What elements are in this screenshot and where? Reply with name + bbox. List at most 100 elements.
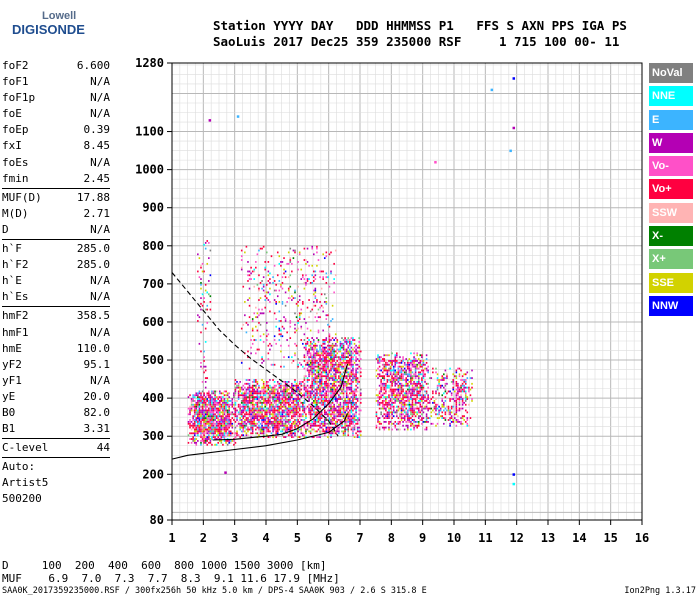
- echo-point: [211, 430, 213, 433]
- echo-point: [325, 413, 328, 416]
- echo-point: [439, 384, 442, 387]
- echo-point: [421, 380, 423, 383]
- param-row: foE N/A: [2, 106, 110, 122]
- echo-point: [314, 420, 317, 423]
- echo-point: [327, 388, 329, 391]
- echo-point: [208, 422, 210, 425]
- echo-point: [317, 369, 320, 372]
- echo-point: [325, 382, 328, 385]
- echo-point: [356, 380, 359, 383]
- echo-point: [297, 301, 299, 303]
- echo-point: [320, 380, 323, 383]
- echo-point: [419, 394, 422, 397]
- echo-point: [320, 373, 323, 376]
- echo-point: [208, 390, 210, 393]
- echo-point: [413, 352, 415, 355]
- echo-point: [220, 434, 223, 437]
- echo-point: [355, 371, 357, 374]
- echo-point: [396, 352, 398, 355]
- echo-point: [461, 422, 464, 425]
- echo-point: [284, 420, 287, 423]
- echo-point: [283, 405, 285, 408]
- echo-point: [262, 245, 265, 248]
- echo-point: [417, 363, 420, 366]
- echo-point: [314, 363, 317, 366]
- echo-point: [338, 396, 340, 399]
- echo-point: [410, 375, 412, 378]
- echo-point: [432, 422, 434, 425]
- echo-point: [201, 438, 204, 440]
- echo-point: [417, 371, 420, 374]
- echo-point: [389, 360, 392, 362]
- echo-point: [333, 394, 335, 397]
- echo-point: [240, 419, 243, 421]
- echo-point: [200, 422, 202, 425]
- echo-point: [396, 375, 398, 378]
- echo-point: [316, 369, 318, 372]
- echo-point: [460, 390, 462, 393]
- echo-point: [405, 411, 407, 414]
- echo-point: [399, 388, 401, 391]
- echo-point: [414, 358, 417, 360]
- echo-point: [352, 434, 354, 437]
- echo-point: [322, 428, 324, 431]
- echo-point: [311, 375, 313, 378]
- echo-point: [381, 382, 384, 385]
- param-label: foEs: [2, 155, 29, 169]
- echo-point: [223, 432, 226, 435]
- echo-point: [347, 373, 350, 376]
- echo-point: [219, 438, 221, 440]
- echo-point: [450, 420, 453, 423]
- param-label: M(D): [2, 206, 29, 220]
- echo-point: [289, 405, 292, 408]
- echo-point: [225, 394, 227, 397]
- echo-point: [297, 390, 299, 393]
- echo-point: [391, 377, 393, 379]
- echo-point: [259, 432, 262, 435]
- echo-point: [261, 415, 263, 418]
- echo-point: [463, 380, 465, 383]
- echo-point: [383, 407, 386, 410]
- echo-point: [407, 400, 409, 402]
- echo-point: [394, 360, 397, 362]
- echo-point: [303, 405, 306, 408]
- echo-point: [416, 382, 418, 385]
- echo-point: [225, 422, 227, 425]
- echo-point: [449, 400, 451, 402]
- echo-point: [195, 432, 198, 435]
- echo-point: [281, 325, 284, 328]
- echo-point: [455, 384, 458, 387]
- echo-point: [208, 400, 210, 402]
- echo-point: [413, 358, 415, 360]
- echo-point: [461, 379, 464, 381]
- echo-point: [217, 436, 219, 439]
- echo-point: [291, 384, 293, 387]
- echo-point: [344, 350, 346, 353]
- echo-point: [385, 373, 387, 376]
- echo-point: [231, 440, 234, 442]
- echo-point: [219, 400, 221, 402]
- echo-point: [347, 352, 350, 355]
- echo-point: [328, 371, 331, 374]
- echo-point: [297, 384, 299, 387]
- echo-point: [302, 401, 304, 404]
- echo-point: [259, 415, 262, 418]
- echo-point: [294, 407, 296, 410]
- echo-point: [283, 268, 285, 271]
- echo-point: [193, 426, 196, 429]
- echo-point: [220, 424, 223, 427]
- echo-point: [212, 409, 215, 412]
- echo-point: [264, 413, 266, 416]
- echo-point: [200, 428, 202, 431]
- echo-point: [327, 377, 329, 379]
- echo-point: [317, 424, 320, 427]
- echo-point: [358, 407, 360, 410]
- echo-point: [344, 375, 346, 378]
- divider: [2, 457, 110, 459]
- echo-point: [342, 356, 345, 359]
- echo-point: [328, 419, 331, 421]
- echo-point: [375, 394, 378, 397]
- echo-point: [381, 384, 384, 387]
- echo-point: [322, 342, 324, 345]
- echo-point: [316, 401, 318, 404]
